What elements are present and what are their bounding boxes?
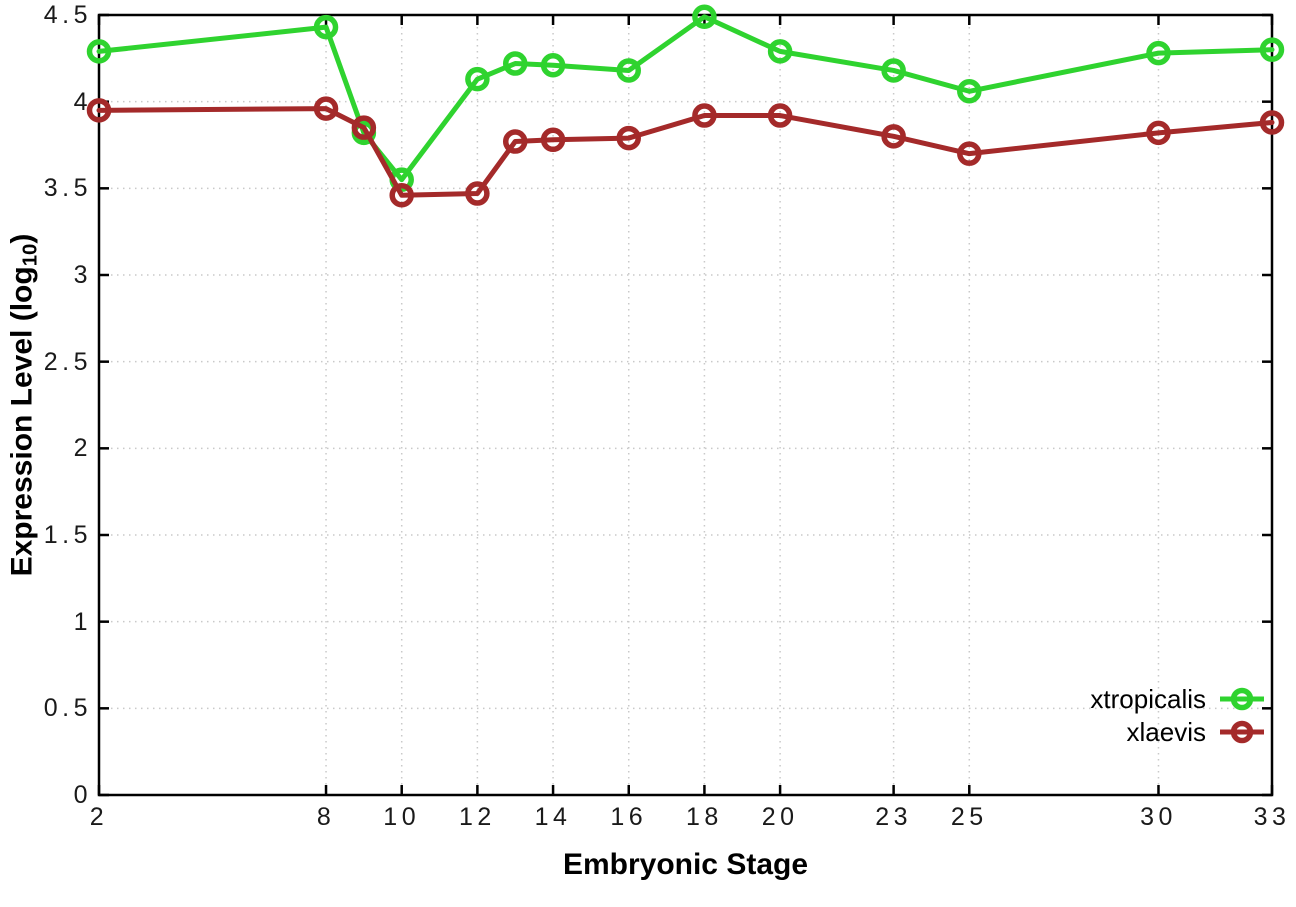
x-tick-label: 20	[761, 803, 799, 831]
legend: xtropicalis xlaevis	[1090, 686, 1266, 745]
xlaevis-line-marker-icon	[1220, 720, 1264, 744]
y-tick-label: 0.5	[43, 694, 92, 723]
x-tick-label: 25	[950, 803, 988, 831]
x-tick-label: 16	[610, 803, 648, 831]
y-axis-title: Expression Level (log10)	[5, 234, 42, 577]
y-tick-label: 2.5	[43, 347, 92, 376]
x-tick-label: 30	[1140, 803, 1177, 831]
y-tick-label: 1	[73, 607, 92, 636]
y-tick-label: 2	[73, 434, 92, 463]
y-tick-label: 4.5	[43, 1, 92, 29]
legend-label-xlaevis: xlaevis	[1126, 717, 1206, 747]
y-tick-label: 0	[73, 781, 92, 809]
x-tick-label: 14	[534, 803, 572, 831]
x-tick-label: 10	[383, 803, 421, 831]
y-axis-title-text: Expression Level (log	[5, 266, 39, 577]
x-tick-label: 23	[875, 803, 913, 831]
x-tick-label: 2	[89, 803, 109, 831]
x-axis-title: Embryonic Stage	[562, 848, 809, 881]
y-tick-label: 1.5	[43, 521, 92, 549]
legend-label-xtropicalis: xtropicalis	[1090, 684, 1206, 714]
y-axis-title-close: )	[5, 233, 39, 244]
x-tick-label: 33	[1253, 803, 1291, 831]
y-tick-label: 3.5	[43, 174, 92, 203]
y-axis-title-subscript: 10	[19, 243, 42, 267]
x-tick-label: 18	[686, 803, 723, 831]
x-tick-label: 12	[458, 803, 496, 831]
legend-item-xtropicalis: xtropicalis	[1090, 686, 1266, 712]
y-tick-label: 3	[73, 261, 92, 289]
xtropicalis-line-marker-icon	[1220, 687, 1264, 711]
x-tick-label: 8	[316, 803, 336, 831]
legend-item-xlaevis: xlaevis	[1090, 719, 1266, 745]
y-tick-label: 4	[73, 87, 92, 116]
